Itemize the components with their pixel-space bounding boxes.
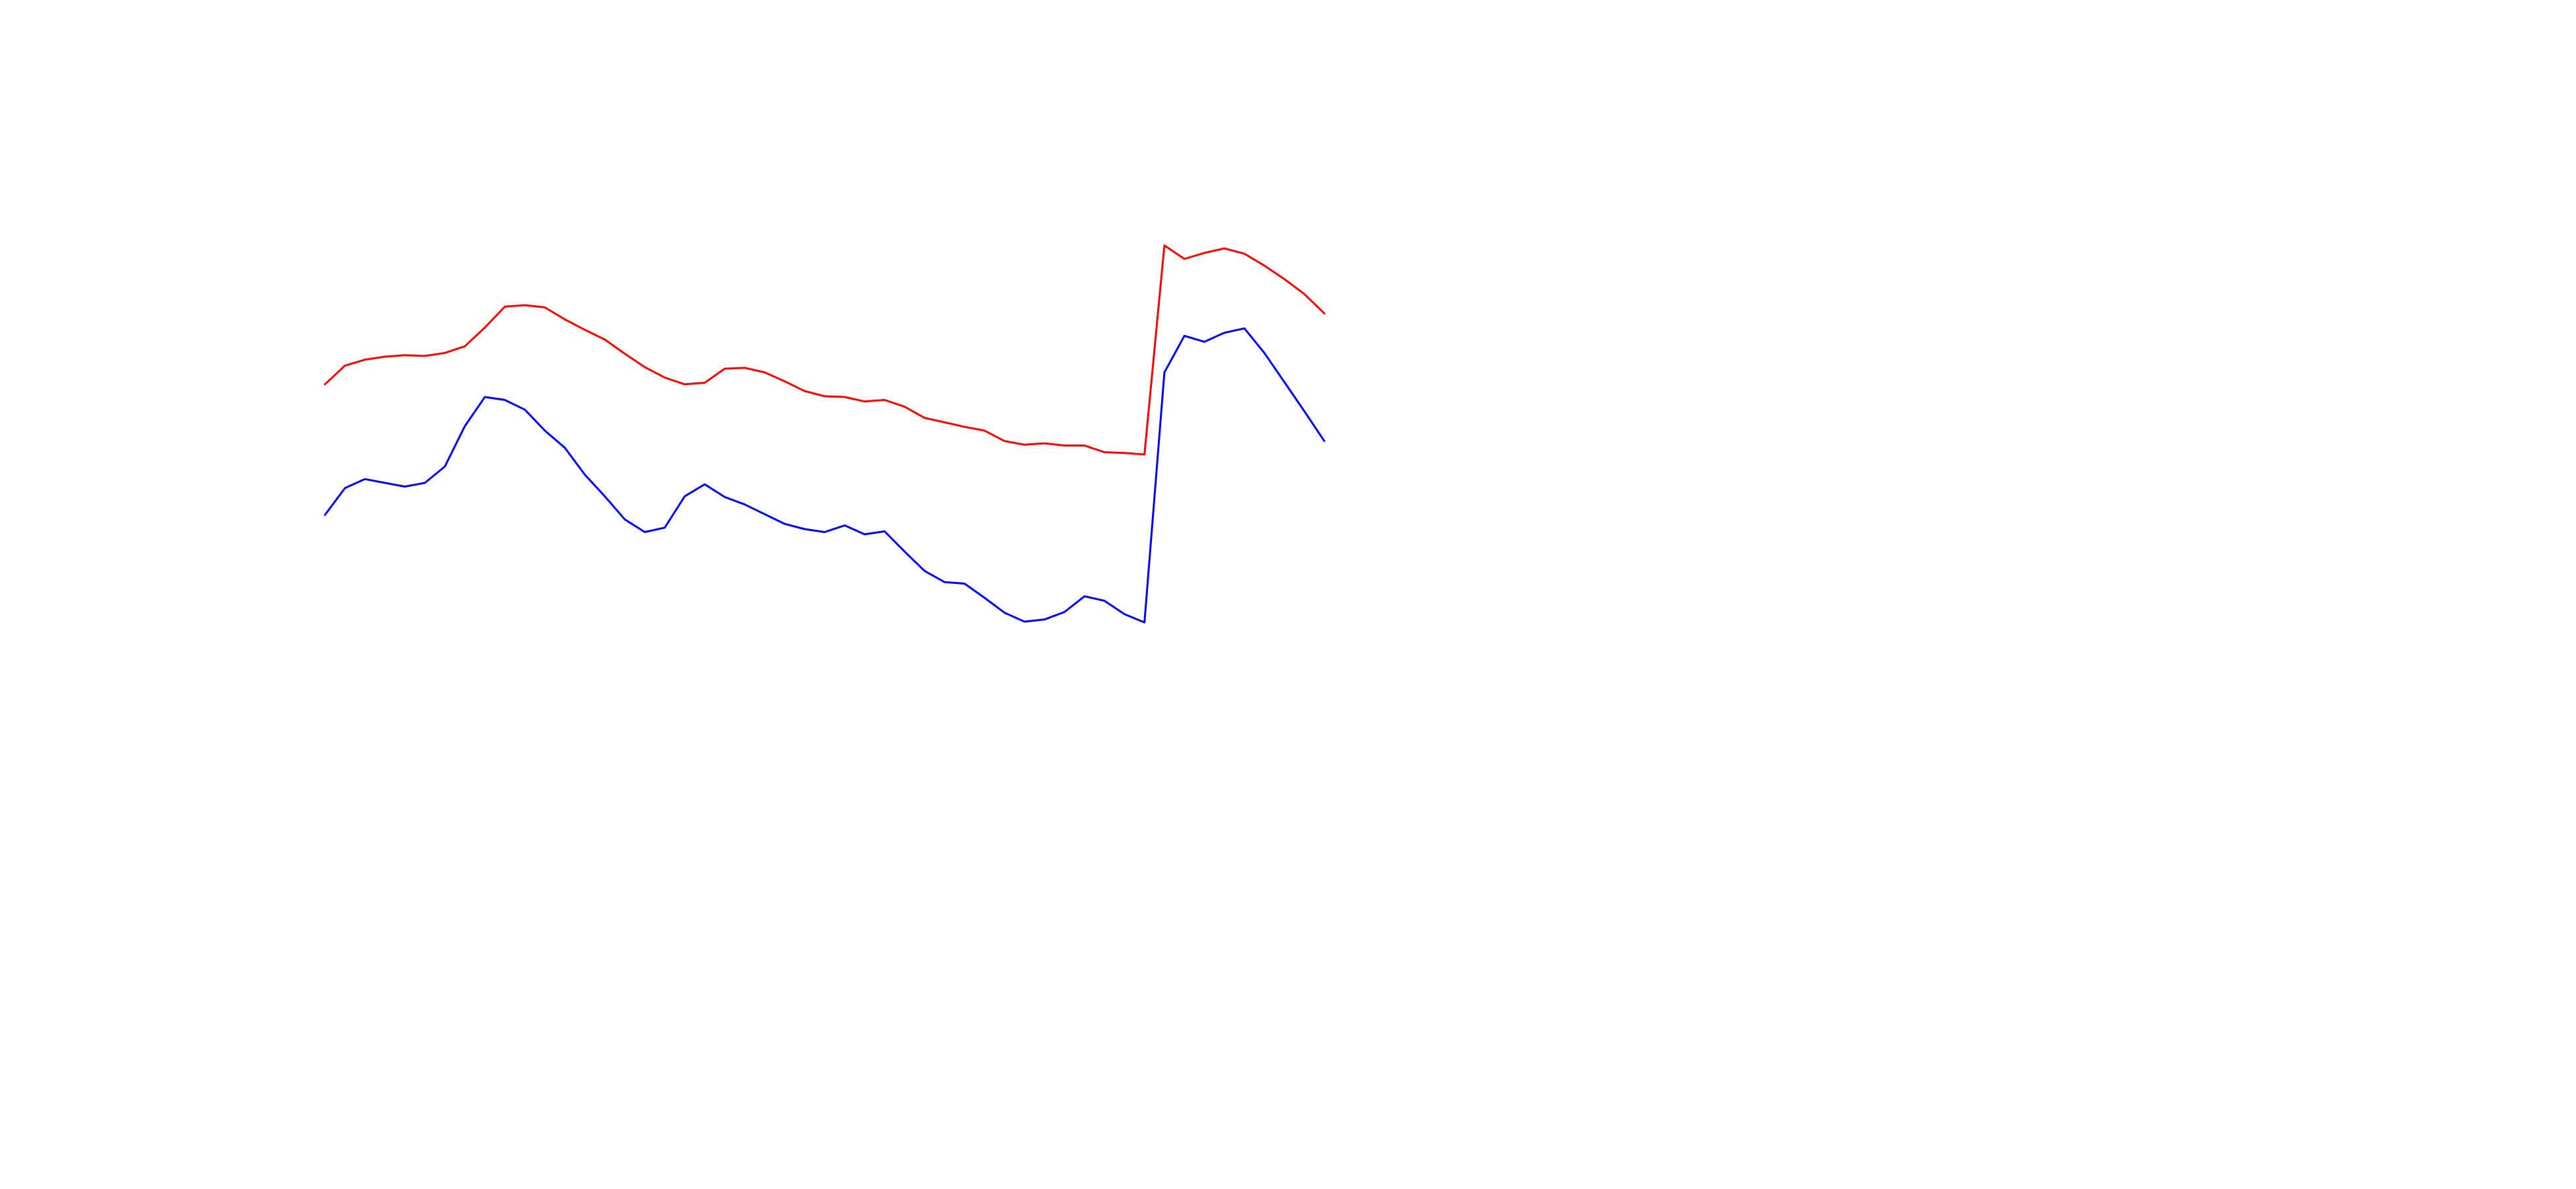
series-line-1: [324, 244, 1326, 456]
series-layer: [324, 244, 1326, 624]
series-line-2: [324, 327, 1326, 624]
